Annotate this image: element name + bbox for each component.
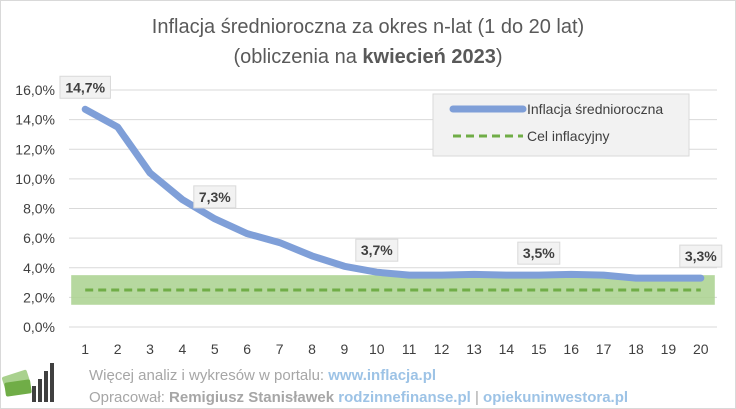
data-label-box (193, 185, 237, 209)
chart-title-line2: (obliczenia na kwiecień 2023) (233, 46, 502, 68)
series-line-inflacja (81, 105, 705, 282)
x-tick-label: 8 (308, 341, 316, 357)
x-tick-label: 17 (596, 341, 612, 357)
footer-link-opiekuninwestora[interactable]: opiekuninwestora.pl (483, 389, 628, 406)
x-tick-label: 3 (146, 341, 154, 357)
data-labels: 14,7% 7,3% 3,7% 3,5% 3,3% (59, 75, 723, 268)
x-tick-label: 7 (276, 341, 284, 357)
chart-title-suffix: ) (496, 46, 503, 68)
footer-line2: Opracował: Remigiusz Stanisławek rodzinn… (89, 389, 628, 406)
x-tick-label: 11 (402, 341, 417, 357)
footer-line1-text: Więcej analiz i wykresów w portalu: (89, 367, 328, 384)
y-tick-label: 8,0% (23, 201, 55, 217)
footer-author: Remigiusz Stanisławek (169, 389, 335, 406)
series-group (81, 105, 705, 292)
footer-line1: Więcej analiz i wykresów w portalu: www.… (89, 367, 436, 384)
x-tick-label: 10 (369, 341, 385, 357)
x-tick-label: 5 (211, 341, 219, 357)
footer-line2-prefix: Opracował: (89, 389, 169, 406)
x-tick-label: 2 (114, 341, 122, 357)
y-tick-label: 0,0% (23, 319, 55, 335)
x-tick-label: 19 (661, 341, 677, 357)
chart-title-line1: Inflacja średnioroczna za okres n-lat (1… (152, 16, 584, 38)
y-tick-label: 16,0% (15, 82, 55, 98)
y-tick-label: 2,0% (23, 289, 55, 305)
x-tick-label: 14 (499, 341, 515, 357)
x-axis-ticks: 1 2 3 4 5 6 7 8 9 10 11 12 13 14 15 16 17 18 19 20 (81, 341, 708, 357)
data-label-box (517, 241, 561, 265)
x-tick-label: 15 (531, 341, 547, 357)
chart-title-bold: kwiecień 2023 (362, 46, 495, 68)
footer-link-rodzinnefinanse[interactable]: rodzinnefinanse.pl (338, 389, 471, 406)
data-label: 3,7% (361, 242, 393, 258)
y-tick-label: 6,0% (23, 230, 55, 246)
x-tick-label: 1 (81, 341, 89, 357)
y-tick-label: 4,0% (23, 260, 55, 276)
legend-label-target: Cel inflacyjny (527, 128, 609, 144)
data-label-box (679, 244, 723, 268)
y-axis-ticks: 0,0% 2,0% 4,0% 6,0% 8,0% 10,0% 12,0% 14,0% 16,0% (15, 82, 55, 335)
data-label-box (59, 75, 111, 99)
x-tick-label: 9 (341, 341, 349, 357)
x-tick-label: 4 (179, 341, 187, 357)
data-label-box (355, 238, 399, 262)
legend: Inflacja średnioroczna Cel inflacyjny (432, 93, 690, 157)
x-tick-label: 12 (434, 341, 450, 357)
y-tick-label: 12,0% (15, 141, 55, 157)
x-tick-label: 18 (628, 341, 644, 357)
legend-box (432, 93, 690, 157)
legend-label-inflation: Inflacja średnioroczna (527, 101, 663, 117)
data-label: 3,5% (523, 245, 555, 261)
money-chart-logo-icon (1, 363, 54, 402)
chart-title-prefix: (obliczenia na (233, 46, 362, 68)
x-tick-label: 16 (563, 341, 579, 357)
data-label: 3,3% (685, 248, 717, 264)
data-label: 7,3% (199, 189, 231, 205)
data-label: 14,7% (65, 79, 105, 95)
x-tick-label: 6 (243, 341, 251, 357)
y-tick-label: 14,0% (15, 112, 55, 128)
y-tick-label: 10,0% (15, 171, 55, 187)
x-tick-label: 20 (693, 341, 709, 357)
x-tick-label: 13 (466, 341, 482, 357)
footer-link-inflacja[interactable]: www.inflacja.pl (327, 367, 436, 384)
footer-separator: | (471, 389, 483, 406)
